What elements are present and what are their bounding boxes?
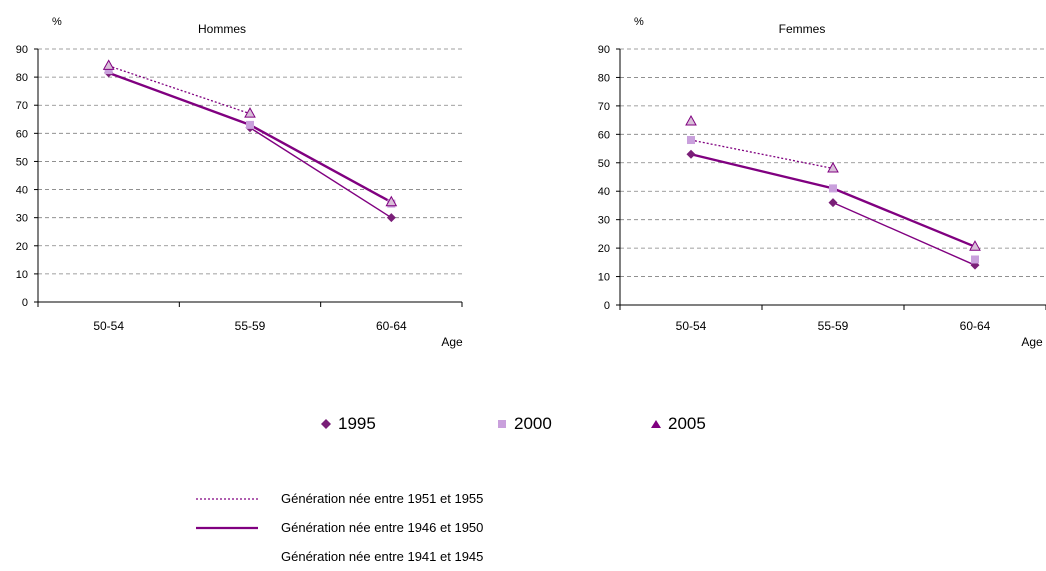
y-tick-label: 90 [16,44,28,56]
diamond-icon [321,419,331,429]
y-tick-label: 30 [16,213,28,225]
chart-title: Hommes [198,22,246,36]
y-axis-label: % [52,16,62,28]
square-icon [498,420,506,428]
y-tick-label: 90 [598,44,610,56]
x-axis-label: Age [441,335,463,349]
y-tick-label: 50 [16,156,28,168]
legend-label-2005: 2005 [668,414,706,433]
x-tick-label: 55-59 [235,319,266,333]
chart-panel-femmes: Femmes% Age 0 10 20 30 40 50 60 70 80 90 50-54 55-59 6… [598,16,1046,349]
marker-2000 [829,184,837,193]
y-tick-label: 70 [598,101,610,113]
marker-2005 [827,161,839,173]
x-tick-label: 50-54 [676,319,707,333]
y-tick-label: 80 [598,72,610,84]
y-tick-label: 20 [16,241,28,253]
blank-line-icon [196,554,260,560]
marker-2000 [971,255,979,264]
legend-item-2005: 2005 [650,414,706,434]
generation-line [832,201,976,266]
marker-1995 [686,149,696,159]
legend-gen-label: Génération née entre 1941 et 1945 [281,549,484,564]
x-tick-label: 60-64 [960,319,991,333]
y-tick-label: 40 [16,185,28,197]
marker-legend: 1995 2000 2005 [300,414,820,440]
marker-2005 [244,107,256,118]
legend-gen-1946-1950: Génération née entre 1946 et 1950 [196,513,616,542]
y-tick-label: 10 [598,272,610,284]
y-axis-label: % [634,16,644,28]
generation-line [108,71,392,204]
y-tick-label: 30 [598,215,610,227]
generation-line [249,127,392,219]
y-tick-label: 0 [22,297,28,309]
triangle-icon [651,420,661,428]
y-tick-label: 50 [598,158,610,170]
marker-2005 [685,115,697,126]
y-tick-label: 80 [16,72,28,84]
legend-gen-1951-1955: Génération née entre 1951 et 1955 [196,484,616,513]
dotted-line-icon [196,497,258,500]
marker-2000 [246,120,254,129]
solid-line-icon [196,526,258,529]
marker-2005 [385,195,398,207]
marker-1995 [828,198,838,208]
x-tick-label: 55-59 [818,319,849,333]
marker-2000 [687,136,695,145]
legend-item-1995: 1995 [320,414,376,434]
generation-legend: Génération née entre 1951 et 1955 Généra… [196,484,616,571]
chart-panel-hommes: Hommes% Age 0 10 20 30 40 50 60 70 80 90 50-54 55-59 6… [16,16,463,349]
x-tick-label: 60-64 [376,319,407,333]
legend-item-2000: 2000 [496,414,552,434]
x-axis-label: Age [1021,335,1043,349]
y-tick-label: 20 [598,243,610,255]
y-tick-label: 60 [598,129,610,141]
x-tick-label: 50-54 [93,319,124,333]
marker-2000 [104,66,113,75]
marker-2005 [969,240,981,251]
marker-2005 [102,59,115,70]
y-tick-label: 40 [598,186,610,198]
y-tick-label: 60 [16,128,28,140]
marker-1995 [386,213,396,223]
legend-gen-label: Génération née entre 1946 et 1950 [281,520,484,535]
y-tick-label: 70 [16,100,28,112]
legend-label-1995: 1995 [338,414,376,433]
generation-line [690,139,834,170]
y-tick-label: 10 [16,269,28,281]
legend-gen-label: Génération née entre 1951 et 1955 [281,491,484,506]
legend-label-2000: 2000 [514,414,552,433]
legend-gen-1941-1945: Génération née entre 1941 et 1945 [196,542,616,571]
generation-line [108,65,251,115]
chart-title: Femmes [779,22,826,36]
y-tick-label: 0 [604,300,610,312]
